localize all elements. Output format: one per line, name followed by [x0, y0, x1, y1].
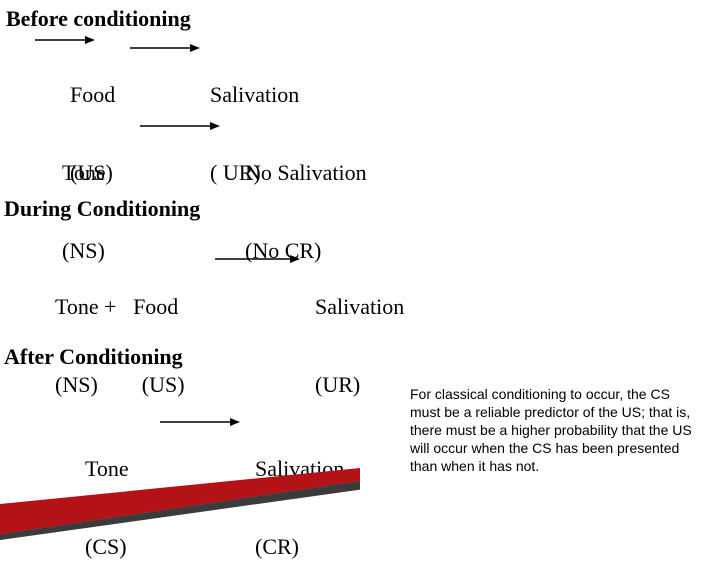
arrow-into-food [35, 36, 109, 48]
arrow-tone-to-salivation [160, 418, 254, 430]
arrow-tonefood-to-salivation [215, 255, 314, 267]
explanatory-note: For classical conditioning to occur, the… [410, 385, 700, 475]
arrow-food-to-salivation [130, 44, 214, 56]
heading-before: Before conditioning [6, 6, 191, 32]
during-right: Salivation (UR) [315, 242, 404, 424]
text-line: Salivation [315, 294, 404, 320]
text-line: Salivation [210, 82, 299, 108]
decorative-wedge-icon [0, 468, 360, 540]
text-line: (UR) [315, 372, 404, 398]
arrow-tone-to-no-salivation [140, 122, 234, 134]
text-line: Food [70, 82, 115, 108]
text-line: Tone [62, 160, 106, 186]
during-left: Tone + Food (NS) (US) [55, 242, 185, 424]
text-line: (NS) (US) [55, 372, 185, 398]
text-line: Tone + Food [55, 294, 185, 320]
text-line: No Salivation [245, 160, 367, 186]
